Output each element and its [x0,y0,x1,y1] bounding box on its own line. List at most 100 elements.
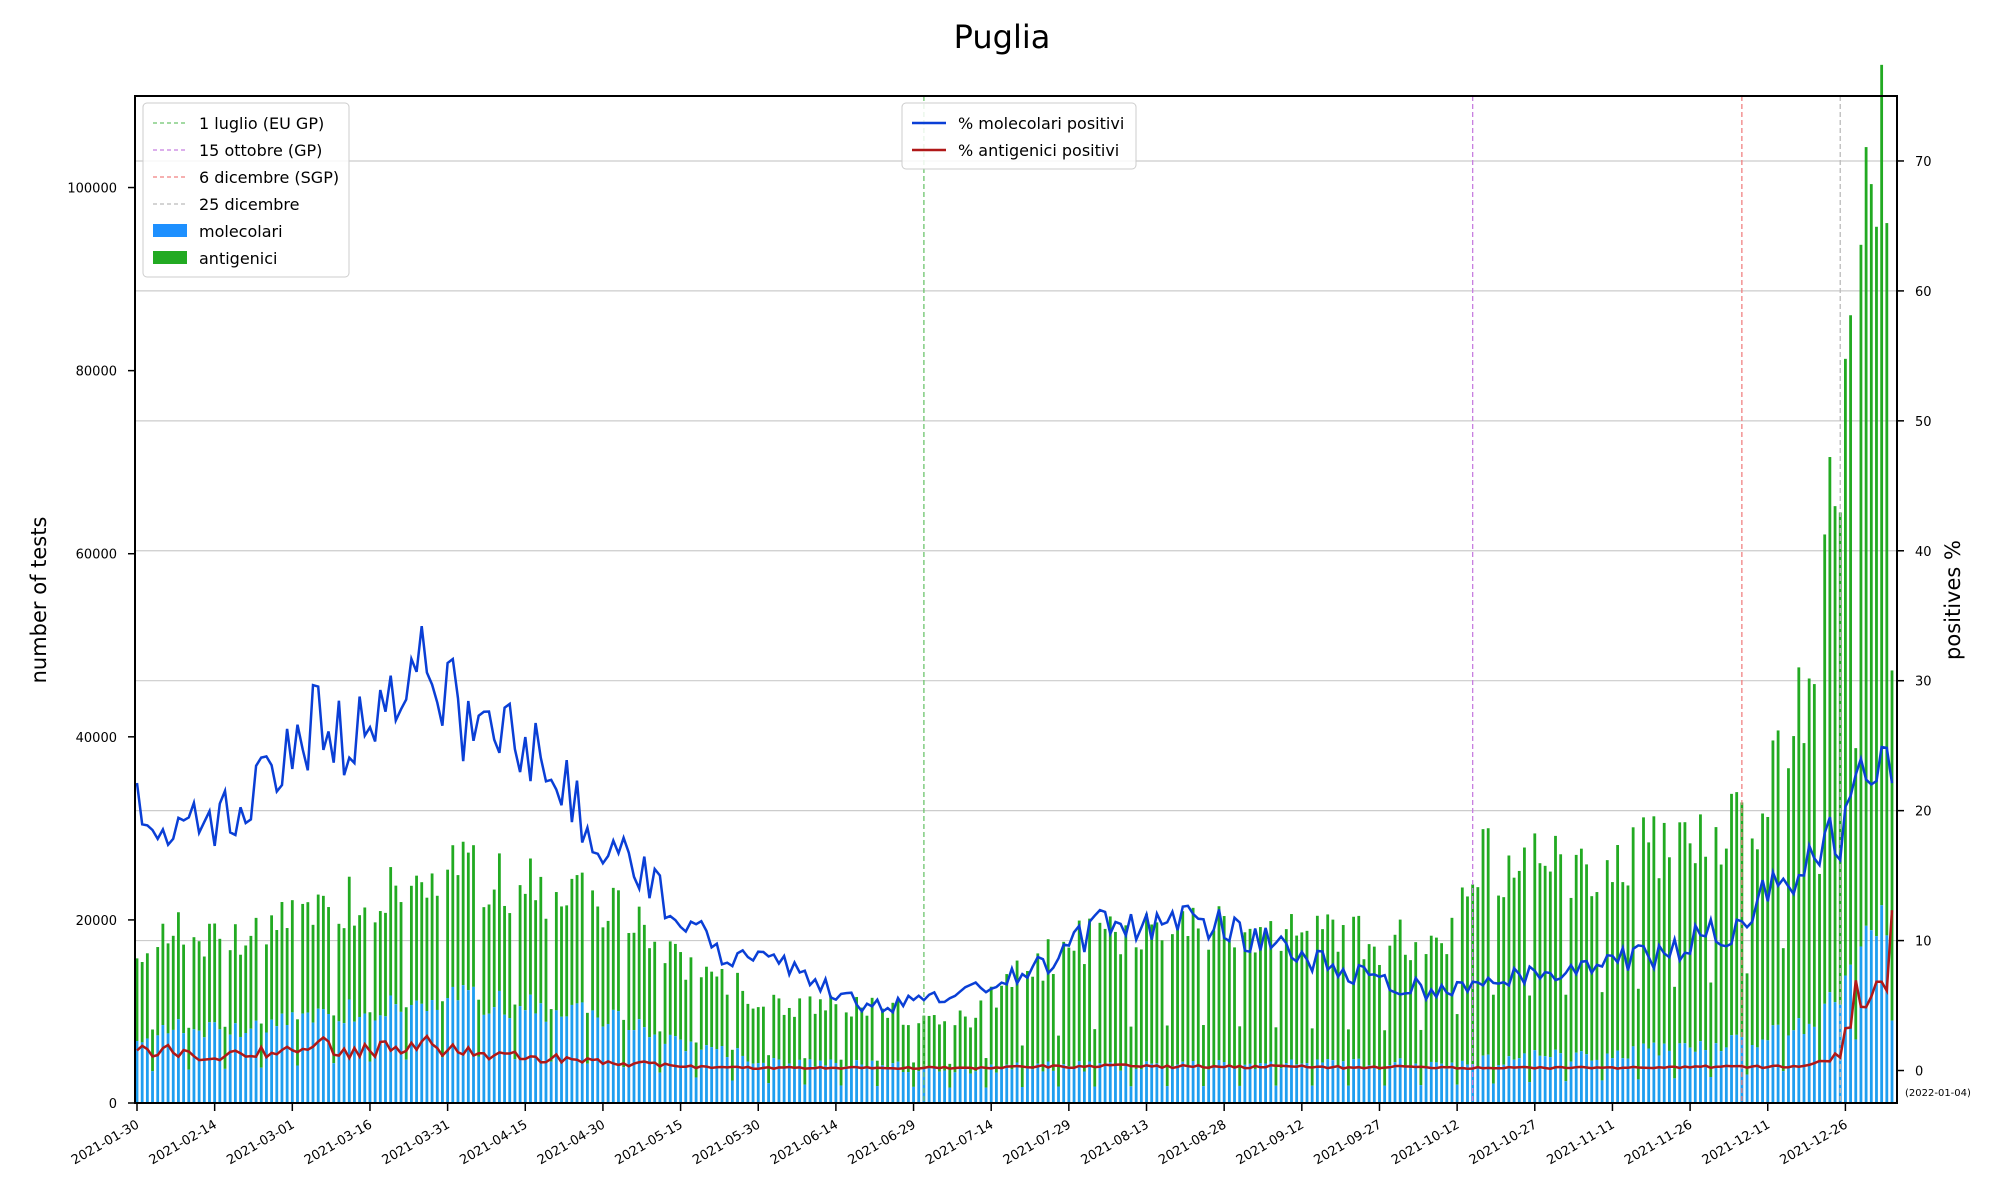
bar-molecolari-2021-06-14 [834,1062,838,1103]
bar-molecolari-2021-08-12 [1139,1069,1143,1103]
bar-antigenici-2021-02-26 [275,930,279,1027]
bar-antigenici-2021-12-23 [1828,457,1832,993]
bar-antigenici-2021-11-01 [1559,854,1563,1054]
bar-molecolari-2021-12-15 [1787,1035,1790,1103]
bar-antigenici-2021-09-22 [1352,916,1355,1060]
legend-label: 6 dicembre (SGP) [199,168,339,187]
bar-antigenici-2021-09-04 [1259,927,1262,1064]
x-tick-label: 2021-10-12 [1389,1117,1462,1168]
bar-antigenici-2021-03-22 [399,902,403,1012]
bar-antigenici-2021-05-07 [637,906,641,1020]
bar-molecolari-2021-11-05 [1579,1051,1583,1103]
bar-antigenici-2021-07-25 [1046,939,1050,1062]
percentage-lines [135,626,1894,1071]
bar-molecolari-2021-07-26 [1051,1070,1055,1103]
x-tick-label: 2021-11-26 [1622,1117,1695,1168]
bar-antigenici-2021-04-23 [565,905,569,1017]
bar-antigenici-2021-08-14 [1150,924,1154,1064]
x-end-label: (2022-01-04) [1905,1088,1971,1099]
bar-molecolari-2021-04-24 [570,1004,574,1103]
bar-antigenici-2021-12-30 [1864,147,1868,926]
bar-antigenici-2021-10-10 [1445,954,1449,1069]
bar-molecolari-2021-10-13 [1460,1060,1464,1103]
bar-molecolari-2021-09-15 [1315,1059,1319,1103]
bar-antigenici-2021-10-20 [1497,895,1500,1066]
bar-molecolari-2021-04-13 [513,1059,517,1103]
bar-molecolari-2021-07-17 [1005,1064,1009,1103]
bar-molecolari-2021-06-03 [777,1059,781,1103]
bar-molecolari-2021-05-10 [653,1034,657,1103]
bar-molecolari-2021-04-10 [497,990,501,1103]
bar-molecolari-2021-12-23 [1828,992,1832,1103]
bar-molecolari-2021-02-03 [156,1035,160,1103]
bar-molecolari-2021-05-01 [606,1023,610,1103]
bar-antigenici-2021-10-30 [1548,871,1552,1058]
bar-antigenici-2021-05-06 [632,932,636,1031]
bar-antigenici-2021-08-11 [1134,947,1138,1069]
bar-antigenici-2021-07-10 [969,1027,972,1074]
legend-swatch-4 [153,224,187,237]
bar-antigenici-2021-10-07 [1429,935,1433,1062]
bar-molecolari-2021-08-07 [1114,1066,1117,1103]
bar-antigenici-2021-07-13 [984,1058,988,1088]
bar-antigenici-2021-02-16 [223,1026,227,1069]
bar-antigenici-2021-02-11 [197,941,201,1031]
bar-molecolari-2021-07-13 [984,1087,988,1103]
bar-molecolari-2021-08-04 [1098,1063,1102,1103]
bar-molecolari-2021-03-29 [435,1009,439,1103]
bar-molecolari-2021-10-20 [1497,1065,1500,1103]
bar-molecolari-2021-02-09 [187,1069,191,1103]
bar-molecolari-2021-06-16 [844,1066,848,1103]
bar-antigenici-2021-05-15 [679,952,682,1040]
bar-antigenici-2021-02-14 [213,923,217,1023]
bar-antigenici-2021-05-22 [715,976,719,1050]
left-tick-label: 20000 [76,914,117,929]
bar-antigenici-2021-03-25 [415,875,418,1001]
bar-antigenici-2021-03-05 [311,924,315,1023]
bar-antigenici-2021-09-23 [1357,915,1361,1059]
bar-antigenici-2021-08-24 [1202,1025,1205,1087]
bar-antigenici-2021-04-30 [601,927,605,1027]
legend-label: 1 luglio (EU GP) [199,114,324,133]
bar-antigenici-2021-02-24 [265,944,268,1033]
bar-antigenici-2021-05-17 [689,957,693,1042]
bar-molecolari-2021-07-09 [963,1069,967,1103]
bar-molecolari-2021-11-30 [1709,1076,1713,1103]
bar-antigenici-2021-10-03 [1409,960,1412,1069]
bar-molecolari-2021-12-28 [1854,1039,1858,1103]
bar-antigenici-2021-08-09 [1124,925,1128,1065]
bar-molecolari-2021-05-28 [746,1061,750,1103]
bar-antigenici-2021-03-13 [353,925,356,1022]
bar-molecolari-2021-02-21 [249,1028,253,1103]
bar-antigenici-2021-02-06 [171,935,175,1030]
bar-antigenici-2021-07-14 [989,986,993,1065]
bars [135,64,1894,1103]
bar-molecolari-2021-10-07 [1429,1061,1433,1103]
bar-antigenici-2021-12-26 [1844,358,1847,976]
bar-molecolari-2021-04-27 [585,1063,589,1103]
bar-molecolari-2021-03-03 [301,1013,305,1103]
bar-antigenici-2021-12-31 [1869,184,1873,931]
legend-label: % antigenici positivi [958,141,1119,160]
bar-molecolari-2021-04-11 [503,1014,506,1103]
bar-antigenici-2021-05-19 [699,977,703,1050]
bar-molecolari-2021-02-23 [259,1067,263,1103]
bar-molecolari-2021-04-18 [539,1003,543,1103]
bar-molecolari-2021-08-18 [1170,1066,1174,1103]
bar-molecolari-2021-08-11 [1134,1068,1138,1103]
bar-antigenici-2021-12-28 [1854,748,1858,1040]
bar-antigenici-2021-06-10 [813,1013,817,1067]
bar-molecolari-2021-12-17 [1797,1018,1801,1103]
bar-molecolari-2021-12-06 [1740,1037,1744,1103]
bar-molecolari-2021-09-04 [1259,1063,1262,1103]
bar-antigenici-2021-10-12 [1455,1014,1459,1085]
bar-molecolari-2021-09-01 [1243,1064,1247,1103]
bar-antigenici-2021-07-31 [1077,920,1081,1062]
bar-molecolari-2021-05-04 [622,1067,626,1103]
bar-molecolari-2021-11-12 [1616,1050,1620,1103]
bar-molecolari-2021-06-17 [850,1068,853,1103]
bar-molecolari-2021-11-24 [1678,1043,1682,1103]
bar-antigenici-2021-12-01 [1714,827,1718,1044]
bar-molecolari-2021-06-13 [829,1059,833,1103]
bar-antigenici-2021-08-28 [1222,916,1226,1063]
